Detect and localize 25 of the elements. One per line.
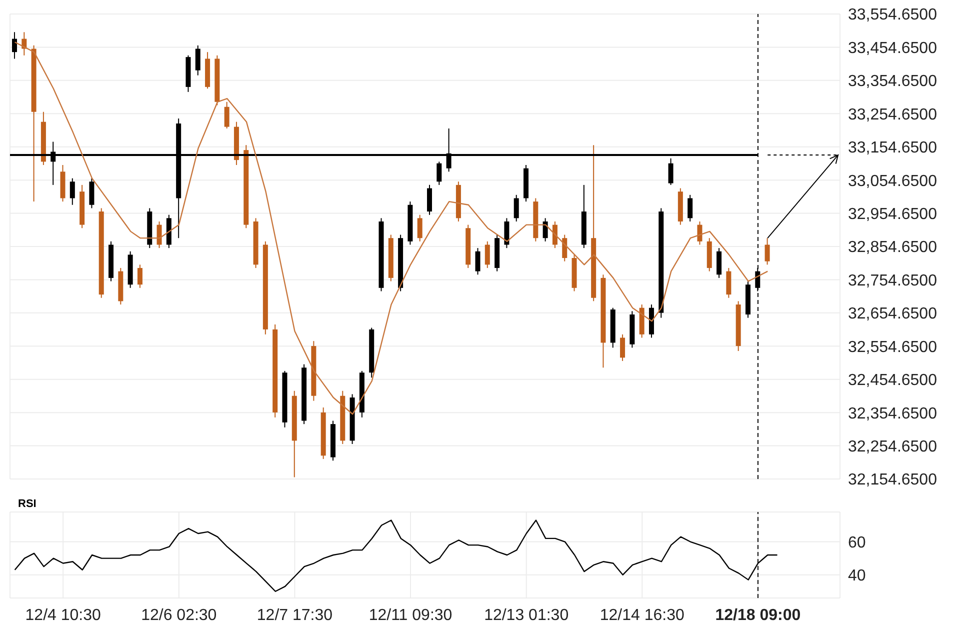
y-tick-label: 60 <box>848 534 866 552</box>
y-tick-label: 32,454.6500 <box>848 372 938 390</box>
y-tick-label: 32,254.6500 <box>848 438 938 456</box>
x-tick-label: 12/14 16:30 <box>600 607 685 624</box>
y-tick-label: 32,754.6500 <box>848 272 938 290</box>
y-tick-label: 32,854.6500 <box>848 239 938 256</box>
y-tick-label: 33,554.6500 <box>848 6 938 24</box>
y-tick-label: 33,354.6500 <box>848 73 938 90</box>
y-tick-label: 33,054.6500 <box>848 172 938 190</box>
y-tick-label: 33,254.6500 <box>848 106 938 124</box>
chart-title: RSI <box>18 498 36 510</box>
y-tick-label: 32,654.6500 <box>848 306 938 323</box>
y-tick-label: 32,554.6500 <box>848 338 938 356</box>
x-tick-label: 12/7 17:30 <box>256 607 333 624</box>
x-tick-label: 12/18 09:00 <box>715 607 801 624</box>
y-tick-label: 33,154.6500 <box>848 140 938 157</box>
x-tick-label: 12/4 10:30 <box>25 607 101 624</box>
y-tick-label: 40 <box>848 568 866 585</box>
x-tick-label: 12/6 02:30 <box>141 607 217 624</box>
y-tick-label: 32,954.6500 <box>848 206 938 223</box>
x-tick-label: 12/13 01:30 <box>484 607 569 624</box>
y-tick-label: 33,454.6500 <box>848 40 938 57</box>
y-tick-label: 32,354.6500 <box>848 405 938 422</box>
x-tick-label: 12/11 09:30 <box>368 607 452 624</box>
y-tick-label: 32,154.6500 <box>848 472 938 489</box>
